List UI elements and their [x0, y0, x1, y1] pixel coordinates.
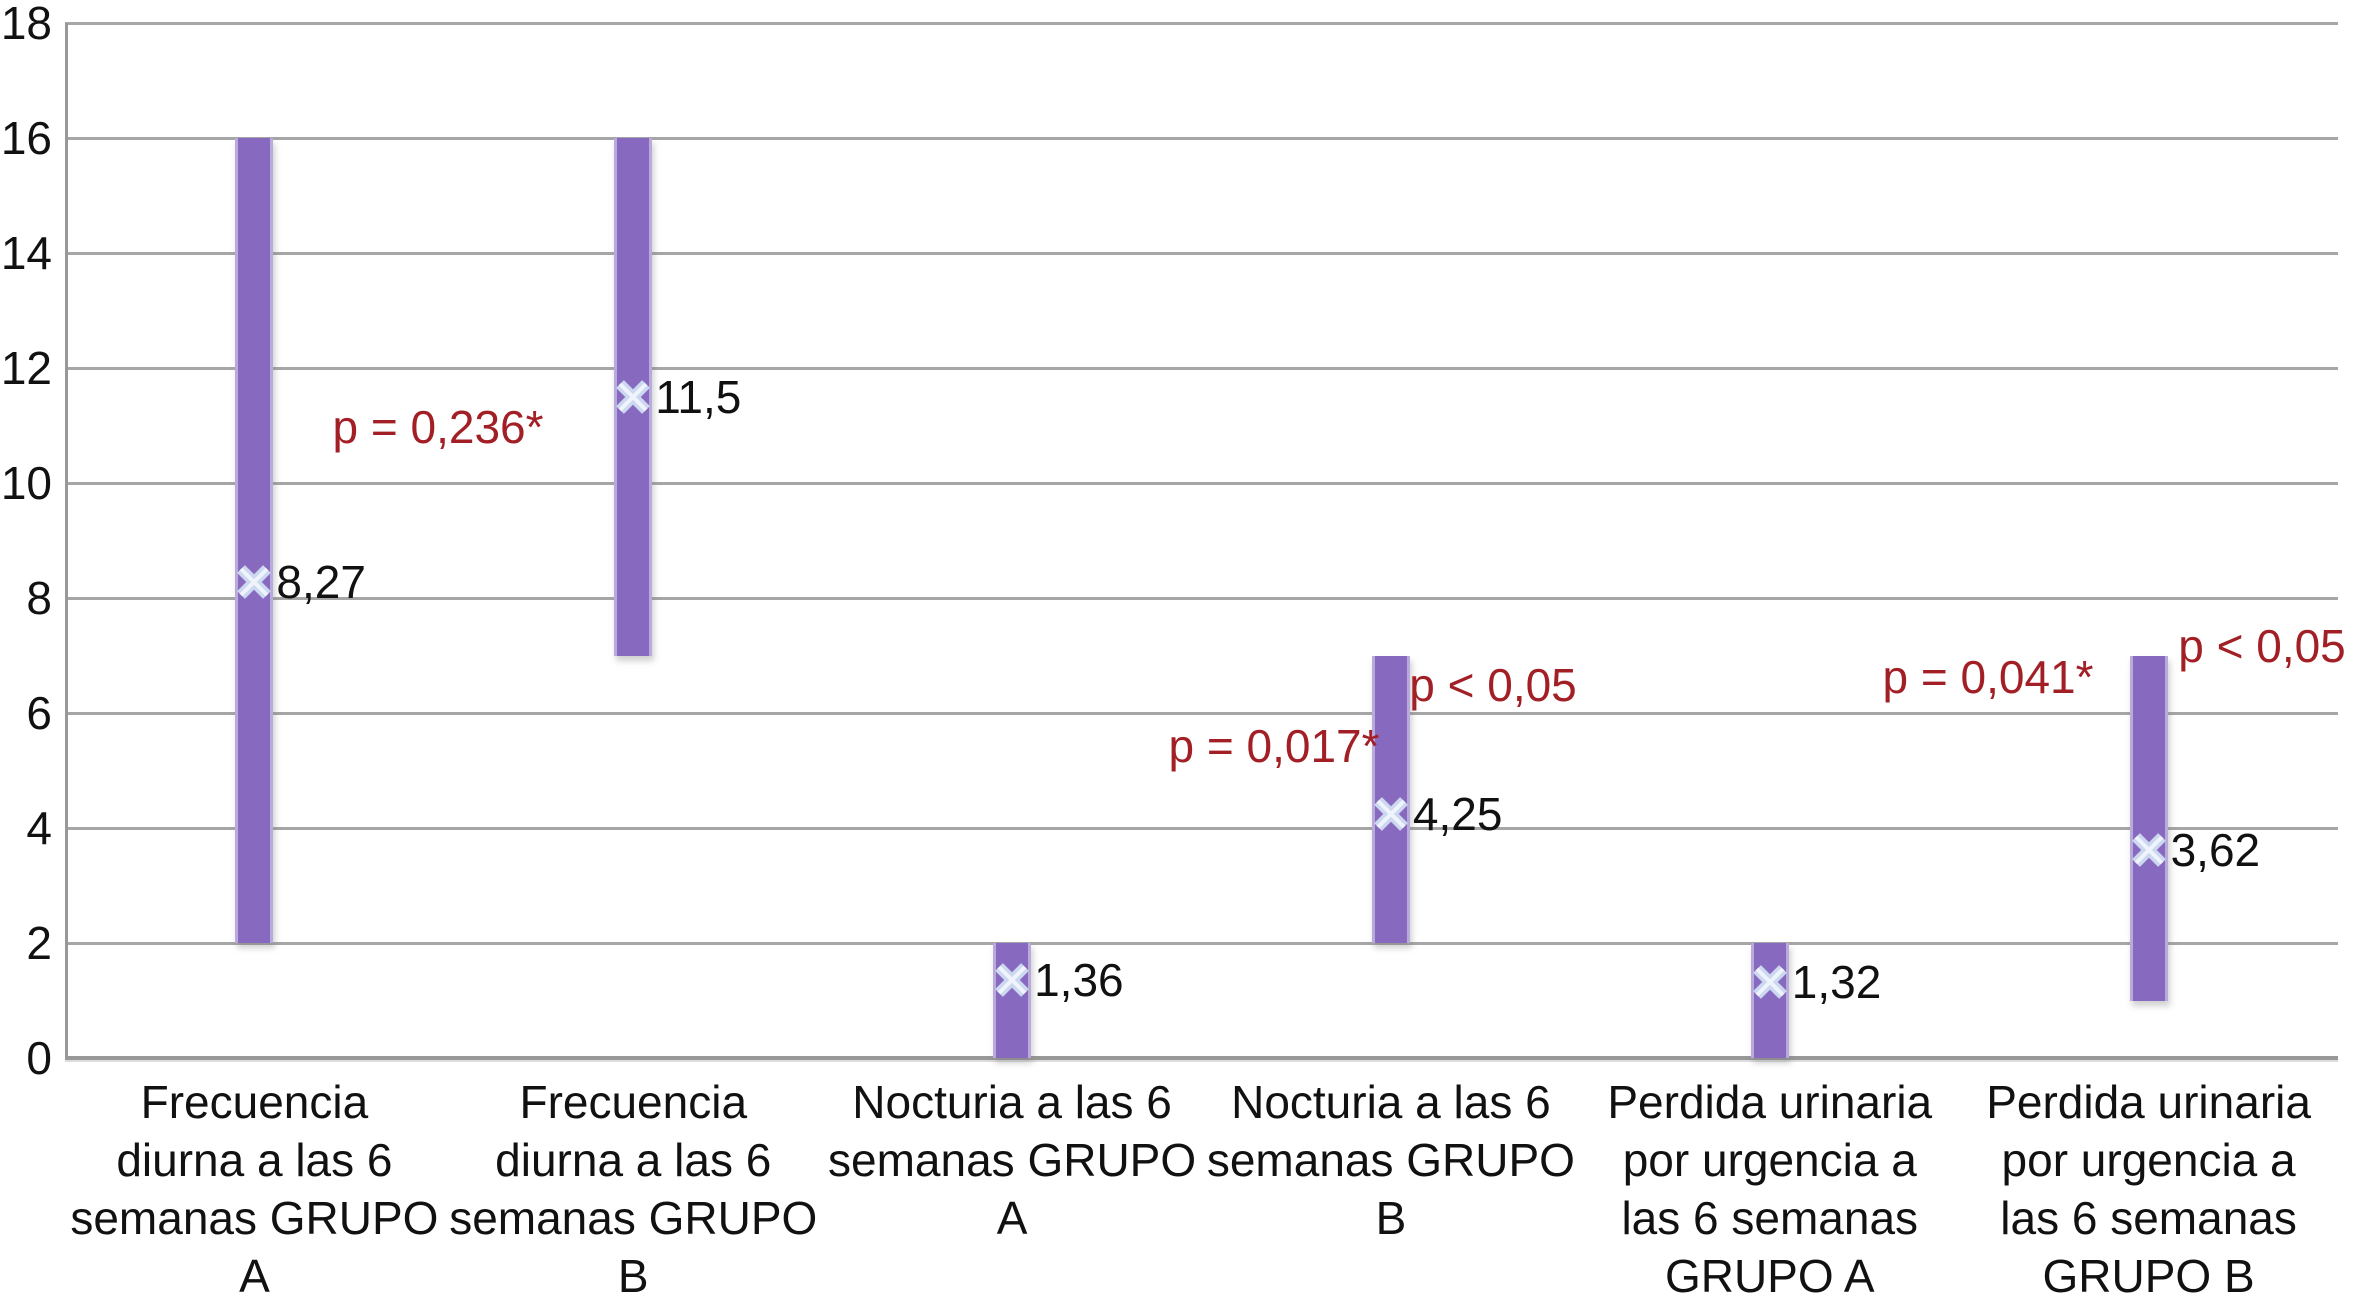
mean-marker-icon — [992, 960, 1032, 1000]
mean-value-label: 1,36 — [1034, 953, 1124, 1006]
gridline — [65, 251, 2338, 255]
mean-marker-icon — [1371, 794, 1411, 834]
p-value-annotation: p < 0,05 — [1409, 659, 1577, 711]
range-bar — [2129, 655, 2168, 1001]
range-bar — [1371, 655, 1410, 943]
range-bar — [1750, 943, 1789, 1058]
gridline — [65, 826, 2338, 830]
gridline — [65, 481, 2338, 485]
mean-marker-icon — [613, 377, 653, 417]
category-label: Frecuencia diurna a las 6 semanas GRUPO … — [70, 1076, 439, 1302]
mean-value-label: 1,32 — [1791, 956, 1882, 1009]
gridline — [65, 366, 2338, 370]
y-tick-label: 4 — [26, 802, 52, 854]
y-tick-label: 6 — [26, 687, 52, 739]
p-value-annotation: p < 0,05 — [2178, 620, 2346, 672]
mean-value-label: 4,25 — [1412, 787, 1503, 840]
category-label: Frecuencia diurna a las 6 semanas GRUPO … — [449, 1076, 818, 1302]
y-tick-label: 12 — [0, 342, 52, 394]
gridline — [65, 596, 2338, 600]
range-bar — [614, 138, 653, 656]
mean-marker-icon — [2129, 830, 2169, 870]
p-value-annotation: p = 0,236* — [332, 401, 544, 453]
gridline — [65, 136, 2338, 140]
range-bar — [235, 138, 274, 943]
category-label: Nocturia a las 6 semanas GRUPO B — [1206, 1076, 1575, 1244]
gridline — [65, 711, 2338, 715]
p-value-annotation: p = 0,041* — [1882, 651, 2094, 703]
gridline — [65, 21, 2338, 25]
y-tick-label: 0 — [26, 1032, 52, 1084]
mean-value-label: 8,27 — [276, 556, 366, 609]
mean-marker-icon — [1750, 962, 1790, 1002]
y-tick-label: 10 — [0, 457, 52, 509]
y-axis-line — [65, 23, 68, 1058]
gridline — [65, 941, 2338, 945]
y-tick-label: 16 — [0, 112, 52, 164]
range-bar — [993, 943, 1032, 1058]
y-tick-label: 14 — [0, 227, 52, 279]
mean-value-label: 3,62 — [2170, 823, 2261, 876]
y-tick-label: 18 — [0, 0, 52, 49]
category-label: Perdida urinaria por urgencia a las 6 se… — [1607, 1076, 1933, 1302]
mean-value-label: 11,5 — [655, 370, 742, 423]
y-tick-label: 2 — [26, 917, 52, 969]
category-label: Perdida urinaria por urgencia a las 6 se… — [1986, 1076, 2311, 1302]
y-tick-label: 8 — [26, 572, 52, 624]
mean-marker-icon — [234, 562, 274, 602]
p-value-annotation: p = 0,017* — [1168, 720, 1380, 772]
category-label: Nocturia a las 6 semanas GRUPO A — [828, 1076, 1197, 1244]
x-axis-line — [65, 1056, 2338, 1060]
